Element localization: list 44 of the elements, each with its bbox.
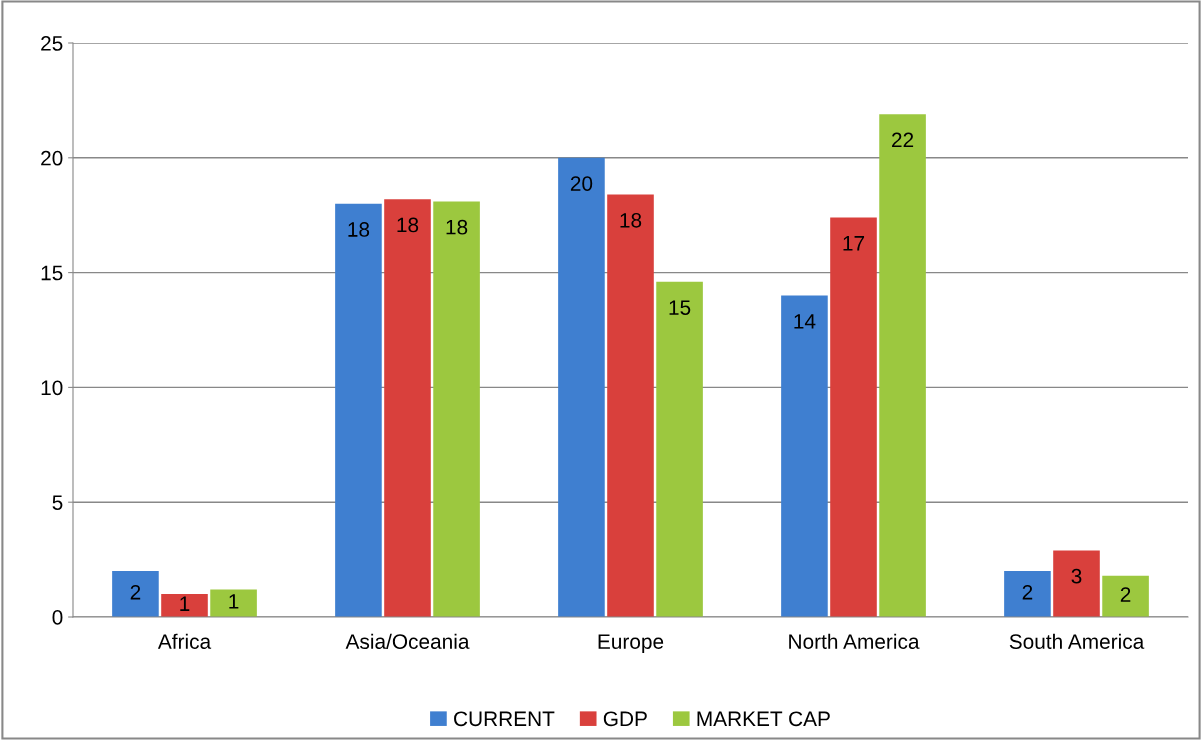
data-label: 18 — [348, 222, 370, 237]
y-tick-label: 15 — [41, 265, 63, 281]
data-label: 1 — [180, 596, 190, 611]
y-tick-label: 20 — [41, 150, 63, 166]
data-label: 2 — [1120, 587, 1131, 602]
data-label: 18 — [397, 217, 419, 233]
data-label: 15 — [669, 300, 691, 315]
data-label: 20 — [570, 176, 593, 191]
data-label: 1 — [229, 594, 239, 609]
bar — [1102, 575, 1149, 617]
x-tick-label: North America — [789, 633, 920, 649]
data-label: 17 — [843, 236, 865, 251]
legend-label: CURRENT — [454, 711, 555, 727]
bar — [1053, 550, 1100, 617]
y-tick-label: 5 — [52, 495, 63, 510]
x-tick-label: Asia/Oceania — [345, 633, 470, 649]
bar — [781, 295, 828, 617]
bar — [112, 571, 159, 617]
bar — [1004, 571, 1051, 617]
data-label: 22 — [892, 132, 914, 148]
data-label: 18 — [446, 219, 468, 235]
y-tick-label: 25 — [41, 36, 63, 51]
x-tick-label: South America — [1009, 633, 1145, 649]
bar — [879, 114, 926, 617]
bar — [558, 157, 605, 617]
bar — [607, 194, 654, 617]
bar — [335, 203, 382, 617]
data-label: 2 — [1022, 584, 1033, 600]
bar — [830, 217, 877, 617]
legend-label: GDP — [603, 711, 647, 727]
y-tick-label: 10 — [41, 380, 63, 396]
data-label: 14 — [794, 314, 816, 329]
x-tick-label: Africa — [157, 633, 212, 649]
bar — [384, 199, 431, 617]
bar — [210, 589, 257, 617]
x-tick-label: Europe — [598, 634, 664, 654]
y-tick-label: 0 — [52, 610, 63, 625]
bar — [433, 201, 480, 617]
bar — [656, 281, 703, 617]
data-label: 18 — [620, 212, 642, 228]
legend-label: MARKET CAP — [697, 711, 830, 727]
data-label: 2 — [130, 584, 141, 600]
bar — [161, 594, 208, 617]
data-label: 3 — [1071, 568, 1082, 584]
